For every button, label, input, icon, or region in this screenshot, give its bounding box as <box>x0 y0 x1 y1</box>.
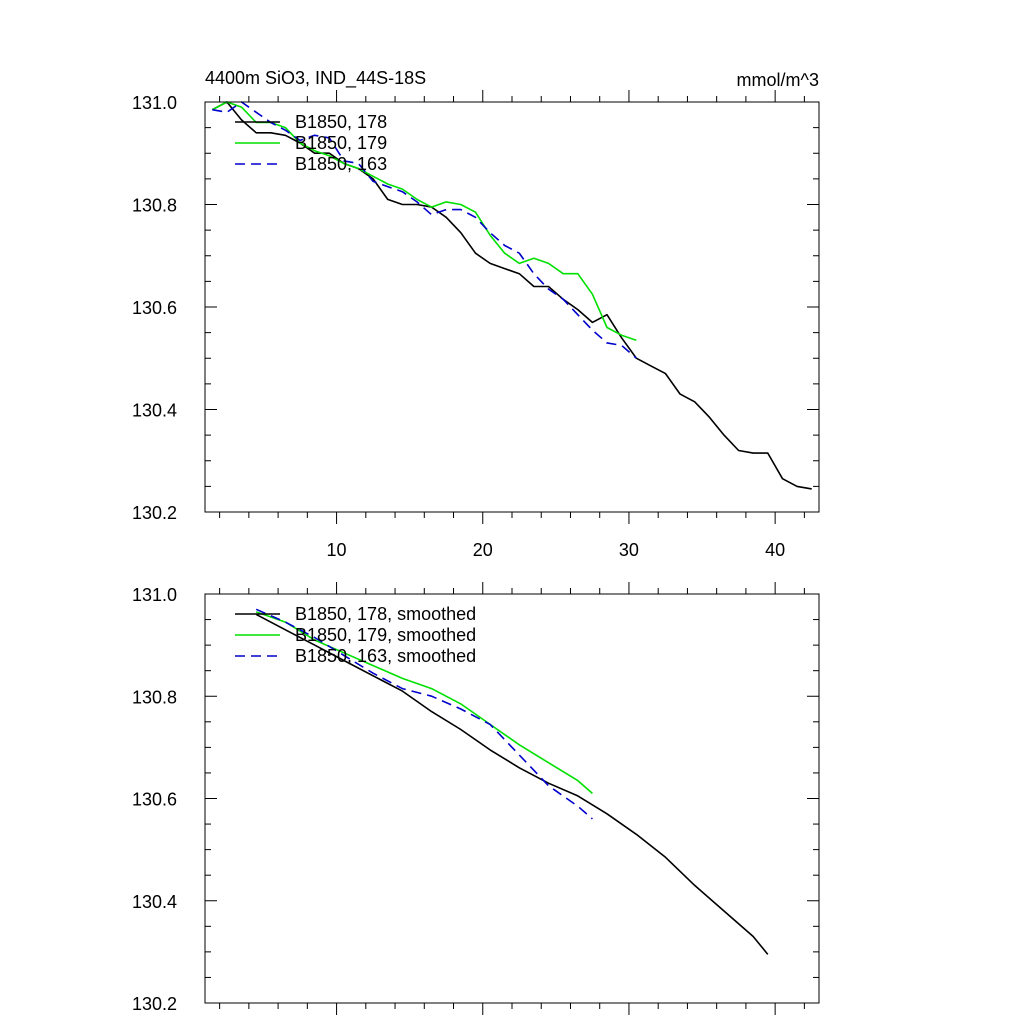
series-line-1 <box>255 611 593 795</box>
y-tick-label: 130.6 <box>132 790 177 810</box>
legend-label-1: B1850, 179 <box>295 133 387 153</box>
y-tick-label: 130.8 <box>132 196 177 216</box>
x-tick-label: 30 <box>619 540 639 560</box>
y-tick-label: 130.8 <box>132 687 177 707</box>
series-line-0 <box>211 101 812 490</box>
y-tick-label: 130.2 <box>132 994 177 1014</box>
x-tick-label: 20 <box>473 540 493 560</box>
x-tick-label: 10 <box>327 540 347 560</box>
bottom-panel: 130.2 130.4 130.6 130.8 131.0 B1850, 178, sm… <box>132 582 820 1015</box>
units-label: mmol/m^3 <box>737 70 819 90</box>
series-line-0 <box>255 613 769 955</box>
legend-label-2: B1850, 163, smoothed <box>295 646 476 666</box>
series-line-1 <box>211 101 637 342</box>
top-panel: 4400m SiO3, IND_44S-18S mmol/m^3 10 20 30 4… <box>132 68 820 560</box>
y-tick-label: 130.4 <box>132 892 177 912</box>
y-tick-label: 131.0 <box>132 93 177 113</box>
legend-label-2: B1850, 163 <box>295 154 387 174</box>
y-tick-label: 131.0 <box>132 585 177 605</box>
series-line-2 <box>212 101 637 359</box>
series-line-2 <box>255 608 593 820</box>
chart-title: 4400m SiO3, IND_44S-18S <box>205 68 426 89</box>
y-tick-label: 130.6 <box>132 298 177 318</box>
y-tick-label: 130.4 <box>132 401 177 421</box>
legend-label-0: B1850, 178, smoothed <box>295 604 476 624</box>
legend-label-0: B1850, 178 <box>295 112 387 132</box>
x-tick-label: 40 <box>765 540 785 560</box>
legend-label-1: B1850, 179, smoothed <box>295 625 476 645</box>
y-tick-label: 130.2 <box>132 503 177 523</box>
